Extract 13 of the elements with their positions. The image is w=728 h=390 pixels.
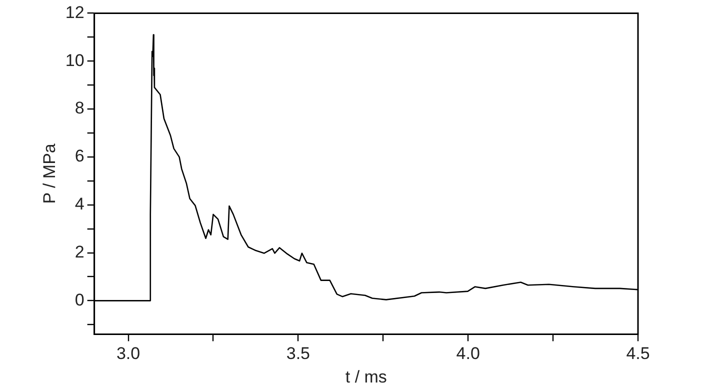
y-tick-label: 6 [74, 146, 84, 166]
x-axis-title: t / ms [345, 367, 387, 386]
y-axis-title: P / MPa [40, 143, 59, 204]
y-tick-label: 2 [74, 242, 84, 262]
x-tick-label: 3.5 [286, 344, 310, 364]
y-tick-label: 8 [74, 98, 84, 118]
y-tick-label: 10 [65, 50, 84, 70]
x-tick-label: 4.0 [456, 344, 480, 364]
y-tick-label: 12 [65, 2, 84, 22]
y-tick-label: 4 [74, 194, 84, 214]
x-tick-label: 3.0 [116, 344, 140, 364]
y-tick-label: 0 [74, 290, 84, 310]
x-tick-label: 4.5 [626, 344, 650, 364]
